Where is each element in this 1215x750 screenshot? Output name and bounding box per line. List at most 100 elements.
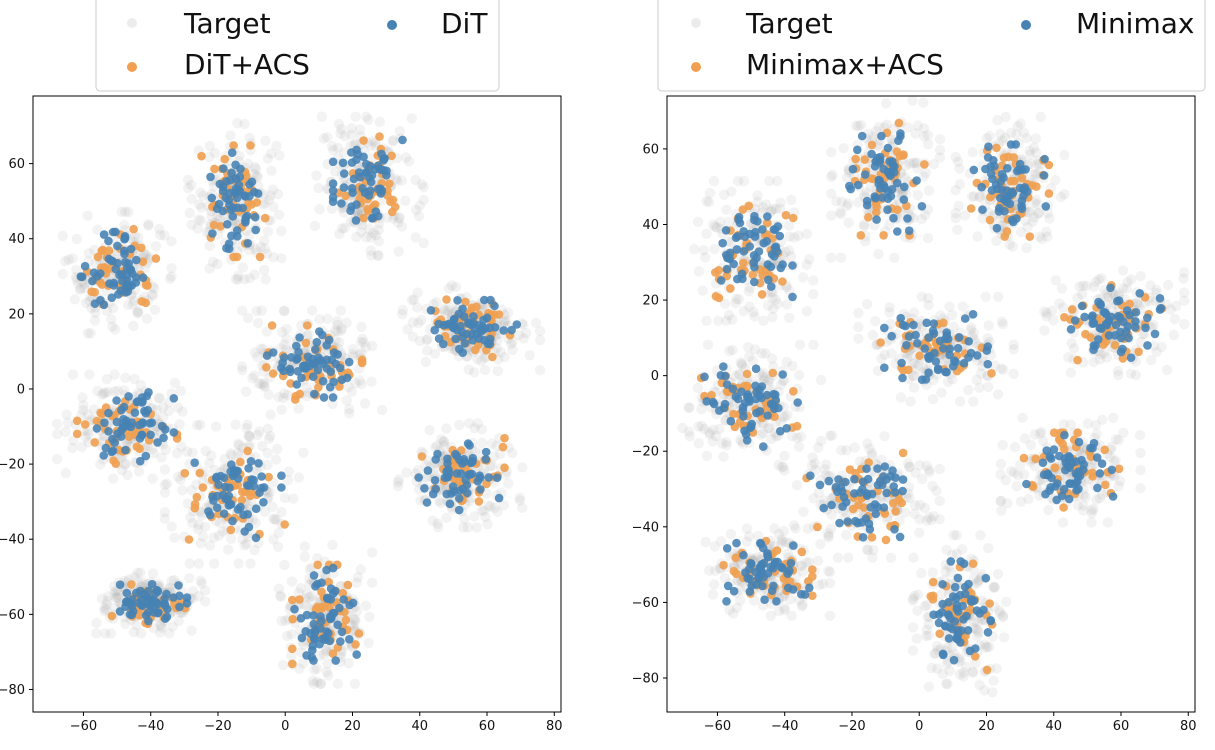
point-acs [967,204,976,213]
point-target [249,169,259,179]
point-base [100,418,109,427]
point-target [1163,280,1173,290]
point-target [935,464,945,474]
point-target [721,440,731,450]
point-target [135,568,145,578]
point-acs [127,580,136,589]
point-target [853,308,863,318]
point-target [52,429,62,439]
point-target [1135,430,1145,440]
point-base [174,581,183,590]
point-target [68,369,78,379]
point-target [259,235,269,245]
point-target [701,537,711,547]
point-target [1001,112,1011,122]
point-target [1095,354,1105,364]
point-base [359,153,368,162]
point-target [994,606,1004,616]
point-base [340,183,349,192]
point-target [1135,465,1145,475]
point-target [942,679,952,689]
point-acs [236,458,245,467]
point-target [271,454,281,464]
point-base [213,204,222,213]
point-target [117,207,127,217]
point-target [91,618,101,628]
point-base [420,484,429,493]
point-target [334,229,344,239]
point-target [473,418,483,428]
point-target [963,385,973,395]
point-base [431,455,440,464]
point-base [469,312,478,321]
point-acs [758,290,767,299]
point-target [928,394,938,404]
point-base [118,270,127,279]
point-target [143,221,153,231]
point-acs [778,277,787,286]
point-acs [268,321,277,330]
point-base [352,650,361,659]
point-acs [769,369,778,378]
point-base [482,448,491,457]
point-acs [363,205,372,214]
point-base [229,212,238,221]
point-target [818,579,828,589]
point-target [70,294,80,304]
point-acs [243,447,252,456]
point-target [340,131,350,141]
point-base [159,434,168,443]
point-acs [1101,481,1110,490]
point-target [924,619,934,629]
point-base [315,327,324,336]
point-base [322,341,331,350]
point-base [228,148,237,157]
point-target [813,556,823,566]
point-target [693,383,703,393]
point-base [132,273,141,282]
point-acs [1115,465,1124,474]
point-target [984,320,994,330]
legend-label-target: Target [183,7,271,40]
point-target [364,612,374,622]
point-target [737,360,747,370]
point-base [366,162,375,171]
point-target [186,625,196,635]
point-base [145,419,154,428]
point-base [108,435,117,444]
point-acs [90,288,99,297]
point-target [1008,241,1018,251]
point-target [1135,271,1145,281]
point-target [808,340,818,350]
point-target [826,189,836,199]
point-target [1059,419,1069,429]
point-acs [1100,446,1109,455]
point-target [58,231,68,241]
point-target [83,328,93,338]
point-target [185,208,195,218]
y-tick-label: −20 [0,458,25,473]
point-target [136,380,146,390]
point-target [908,553,918,563]
point-base [320,393,329,402]
point-base [315,640,324,649]
point-target [91,628,101,638]
point-target [84,369,94,379]
point-acs [94,253,103,262]
point-target [816,375,826,385]
point-acs [743,370,752,379]
point-base [427,306,436,315]
point-base [431,476,440,485]
point-acs [719,561,728,570]
point-target [1012,481,1022,491]
point-base [254,459,263,468]
point-target [951,152,961,162]
point-base [154,600,163,609]
point-target [958,671,968,681]
point-target [1170,314,1180,324]
point-target [908,622,918,632]
point-target [273,392,283,402]
point-base [229,204,238,213]
point-acs [882,536,891,545]
point-target [186,220,196,230]
